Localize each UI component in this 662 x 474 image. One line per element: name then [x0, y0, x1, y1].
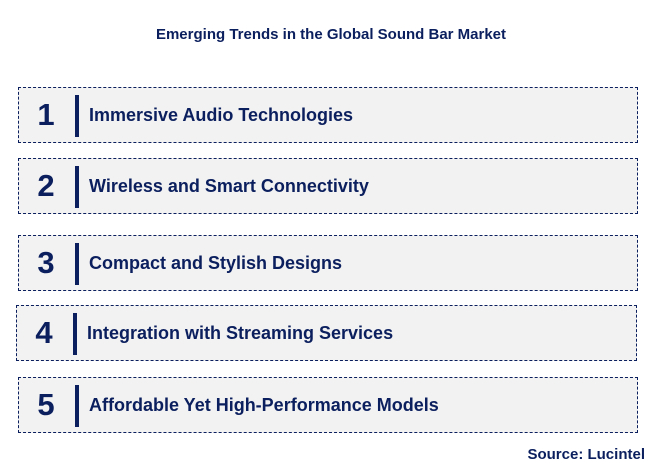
trend-label: Affordable Yet High-Performance Models [89, 394, 439, 415]
divider-bar [75, 243, 79, 285]
trend-item-4: 4 Integration with Streaming Services [16, 305, 637, 361]
diagram-title: Emerging Trends in the Global Sound Bar … [155, 26, 507, 43]
trend-number: 3 [37, 245, 55, 280]
trend-item-5: 5 Affordable Yet High-Performance Models [18, 377, 638, 433]
divider-bar [75, 95, 79, 137]
source-credit: Source: Lucintel [527, 446, 645, 463]
trend-item-3: 3 Compact and Stylish Designs [18, 235, 638, 291]
trend-item-2: 2 Wireless and Smart Connectivity [18, 158, 638, 214]
trend-label: Wireless and Smart Connectivity [89, 175, 369, 196]
divider-bar [73, 313, 77, 355]
trend-number: 5 [37, 387, 55, 422]
trend-number: 4 [35, 315, 53, 350]
divider-bar [75, 385, 79, 427]
trend-number: 1 [37, 97, 55, 132]
divider-bar [75, 166, 79, 208]
trend-label: Immersive Audio Technologies [89, 104, 354, 125]
trend-label: Integration with Streaming Services [87, 322, 394, 343]
trend-number: 2 [37, 168, 55, 203]
trend-item-1: 1 Immersive Audio Technologies [18, 87, 638, 143]
trend-label: Compact and Stylish Designs [89, 252, 343, 273]
